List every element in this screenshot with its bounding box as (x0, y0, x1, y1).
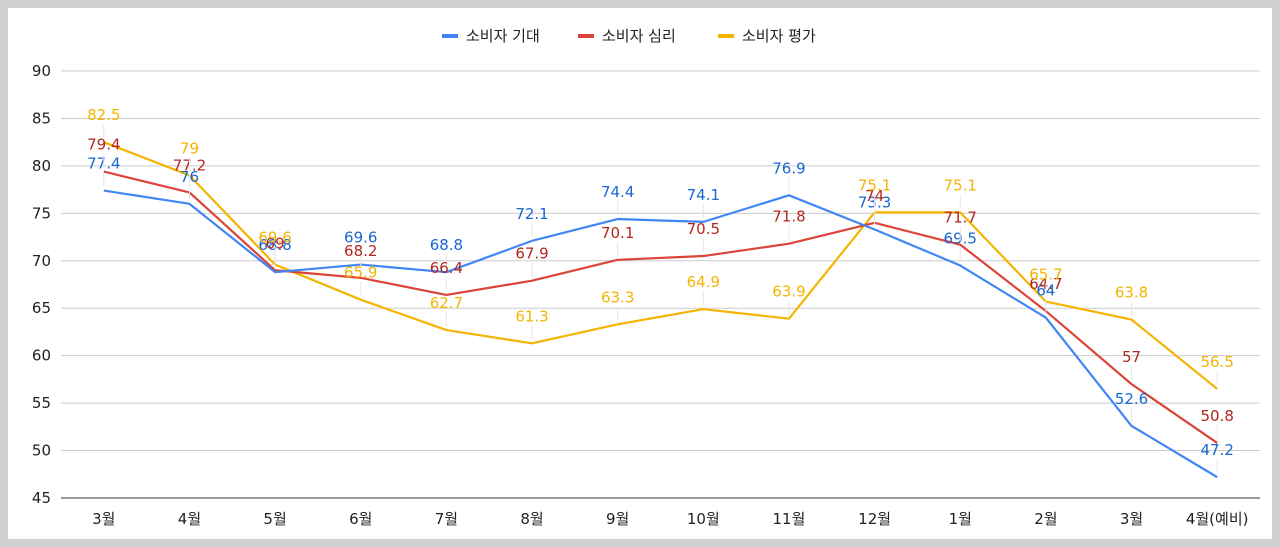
data-label: 75.1 (858, 176, 891, 194)
data-label: 70.1 (601, 224, 634, 242)
data-label: 69.6 (258, 229, 291, 247)
data-label: 72.1 (515, 205, 548, 223)
legend-item: 소비자 기대 (442, 27, 540, 45)
data-label: 62.7 (430, 294, 463, 312)
data-label: 66.4 (430, 259, 463, 277)
legend-item: 소비자 심리 (578, 27, 676, 45)
data-label: 79 (180, 139, 199, 157)
y-tick-label: 90 (32, 62, 51, 80)
legend-label: 소비자 평가 (742, 27, 816, 45)
data-label: 61.3 (515, 307, 548, 325)
data-label: 65.9 (344, 264, 377, 282)
data-label: 74.4 (601, 183, 634, 201)
y-axis: 45 50 55 60 65 70 75 80 85 90 (32, 62, 51, 507)
grid-lines (61, 70, 1260, 499)
x-axis: 3월 4월 5월 6월 7월 8월 9월 10월 11월 12월 1월 2월 3월 4월(예비) (92, 510, 1248, 528)
data-label: 68.2 (344, 242, 377, 260)
series-lines (103, 141, 1218, 479)
data-label: 74.1 (687, 186, 720, 204)
legend-label: 소비자 기대 (466, 27, 540, 45)
y-tick-label: 80 (32, 157, 51, 175)
x-tick-label: 3월 (1120, 510, 1143, 528)
x-tick-label: 11월 (773, 510, 806, 528)
data-label: 69.6 (344, 229, 377, 247)
y-tick-label: 60 (32, 347, 51, 365)
data-label: 57 (1122, 348, 1141, 366)
data-label: 71.8 (772, 208, 805, 226)
data-label: 52.6 (1115, 390, 1148, 408)
x-tick-label: 3월 (92, 510, 115, 528)
y-tick-label: 65 (32, 299, 51, 317)
data-label: 76.9 (772, 159, 805, 177)
x-tick-label: 4월 (178, 510, 201, 528)
chart-frame: 45 50 55 60 65 70 75 80 85 90 3월 4월 5월 6월 7월 8월 9월 10월 11… (8, 8, 1272, 539)
y-tick-label: 50 (32, 442, 51, 460)
data-label: 50.8 (1200, 407, 1233, 425)
data-label: 71.7 (944, 209, 977, 227)
data-label: 82.5 (87, 106, 120, 124)
line-chart: 45 50 55 60 65 70 75 80 85 90 3월 4월 5월 6월 7월 8월 9월 10월 11… (32, 27, 1260, 528)
data-label: 68.8 (430, 236, 463, 254)
data-label: 68.8 (258, 236, 291, 254)
data-label: 47.2 (1200, 441, 1233, 459)
x-tick-label: 5월 (263, 510, 286, 528)
y-tick-label: 70 (32, 252, 51, 270)
data-label: 67.9 (515, 245, 548, 263)
series-line-0 (103, 189, 1218, 479)
legend-item: 소비자 평가 (718, 27, 816, 45)
series-line-1 (103, 170, 1218, 444)
data-label: 63.8 (1115, 284, 1148, 302)
x-tick-label: 8월 (520, 510, 543, 528)
y-tick-label: 55 (32, 394, 51, 412)
x-tick-label: 10월 (687, 510, 720, 528)
x-tick-label: 7월 (435, 510, 458, 528)
x-tick-label: 4월(예비) (1186, 510, 1249, 528)
x-tick-label: 12월 (858, 510, 891, 528)
legend: 소비자 기대 소비자 심리 소비자 평가 (442, 27, 816, 45)
x-tick-label: 9월 (606, 510, 629, 528)
y-tick-label: 85 (32, 109, 51, 127)
data-label: 65.7 (1029, 266, 1062, 284)
x-tick-label: 6월 (349, 510, 372, 528)
data-label: 70.5 (687, 220, 720, 238)
y-tick-label: 75 (32, 204, 51, 222)
data-label: 79.4 (87, 136, 120, 154)
data-label: 63.3 (601, 288, 634, 306)
legend-label: 소비자 심리 (602, 27, 676, 45)
data-label: 75.1 (944, 176, 977, 194)
data-label: 63.9 (772, 283, 805, 301)
data-label: 56.5 (1200, 353, 1233, 371)
data-label: 69 (266, 234, 285, 252)
y-tick-label: 45 (32, 489, 51, 507)
x-tick-label: 2월 (1034, 510, 1057, 528)
data-label: 64.9 (687, 273, 720, 291)
x-tick-label: 1월 (949, 510, 972, 528)
